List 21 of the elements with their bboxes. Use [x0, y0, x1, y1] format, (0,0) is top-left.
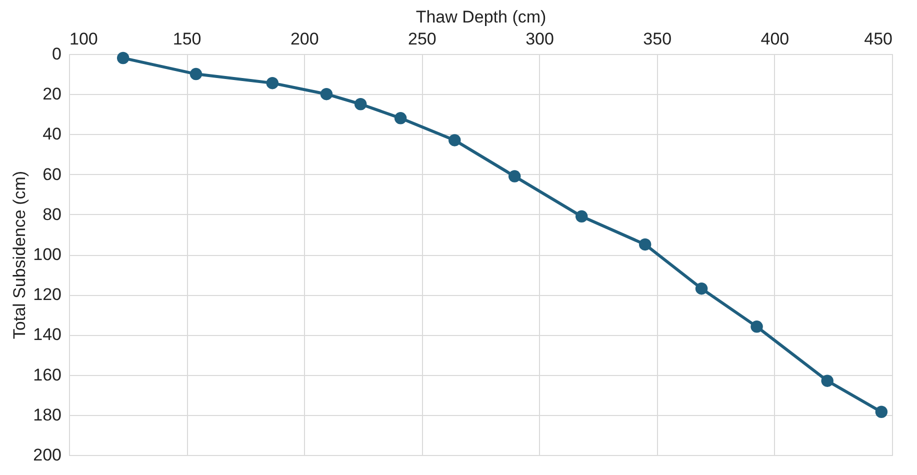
y-tick-label: 20 — [42, 84, 62, 104]
x-tick-label: 400 — [760, 30, 790, 48]
x-axis-title: Thaw Depth (cm) — [416, 8, 546, 26]
y-tick-label: 200 — [33, 446, 62, 464]
x-tick-label: 100 — [70, 30, 98, 48]
y-axis-title: Total Subsidence (cm) — [10, 170, 30, 340]
y-tick-label: 40 — [42, 124, 62, 144]
x-tick-label: 200 — [290, 30, 319, 48]
x-tick-label: 150 — [172, 30, 202, 48]
y-tick-label: 120 — [33, 285, 62, 304]
x-tick-label: 250 — [408, 30, 436, 48]
y-tick-label: 100 — [33, 245, 62, 264]
y-tick-label: 180 — [33, 405, 62, 424]
y-tick-label: 140 — [33, 325, 62, 344]
y-tick-label: 60 — [42, 164, 62, 184]
y-tick-label: 80 — [42, 204, 62, 224]
y-tick-label: 160 — [33, 365, 62, 384]
x-tick-label: 450 — [864, 30, 892, 48]
x-tick-label: 350 — [643, 30, 672, 48]
y-tick-label: 0 — [52, 44, 62, 64]
x-tick-label: 300 — [526, 30, 554, 48]
